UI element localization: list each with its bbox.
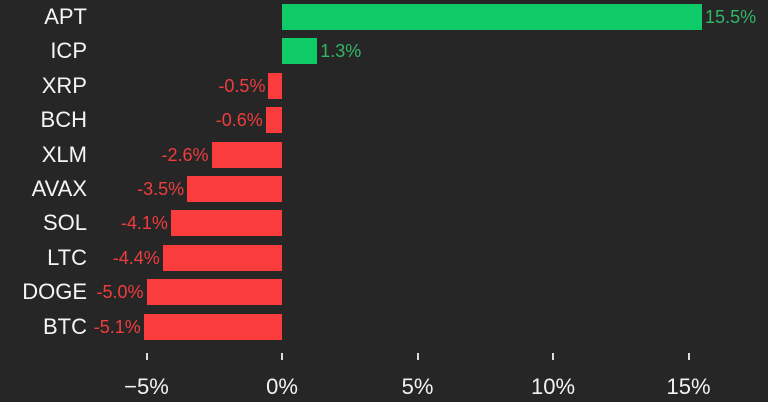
category-label-ltc: LTC [47,244,87,270]
x-axis-tick-label-0: 0% [266,374,298,399]
value-label-doge: -5.0% [96,282,144,303]
x-axis-tick-label-15: 15% [666,374,711,399]
x-axis-tick-15 [687,353,690,360]
x-axis-tick-label--5: −5% [124,374,169,399]
bar-doge [146,279,282,306]
x-axis-tick-0 [281,353,283,360]
category-label-xrp: XRP [41,72,87,98]
x-axis-tick-10 [552,353,554,360]
bar-icp [282,38,318,65]
value-label-sol: -4.1% [120,213,168,234]
value-label-btc: -5.1% [93,316,141,337]
bar-xrp [268,72,282,99]
value-label-avax: -3.5% [137,179,185,199]
x-axis-tick-label-10: 10% [530,374,576,399]
bar-avax [187,176,282,202]
value-label-xlm: -2.6% [161,144,209,165]
category-label-sol: SOL [42,210,87,236]
bar-btc [143,313,282,340]
value-label-xrp: -0.5% [218,75,266,96]
x-axis-tick-label-5: 5% [401,374,434,399]
category-label-btc: BTC [43,313,87,339]
category-label-apt: APT [44,4,87,29]
bar-ltc [162,244,282,271]
bar-sol [170,210,282,237]
category-label-avax: AVAX [31,176,87,201]
category-label-bch: BCH [40,107,87,133]
bar-apt [282,4,703,30]
value-label-ltc: -4.4% [112,247,160,268]
value-label-bch: -0.6% [215,110,263,131]
category-label-icp: ICP [50,38,87,64]
category-label-xlm: XLM [41,141,87,167]
category-label-doge: DOGE [22,279,87,305]
value-label-apt: 15.5% [705,7,757,27]
value-label-icp: 1.3% [320,41,362,62]
bar-bch [265,107,282,134]
x-axis-tick-5 [416,353,419,360]
x-axis-tick--5 [145,353,148,360]
bar-xlm [211,141,282,168]
